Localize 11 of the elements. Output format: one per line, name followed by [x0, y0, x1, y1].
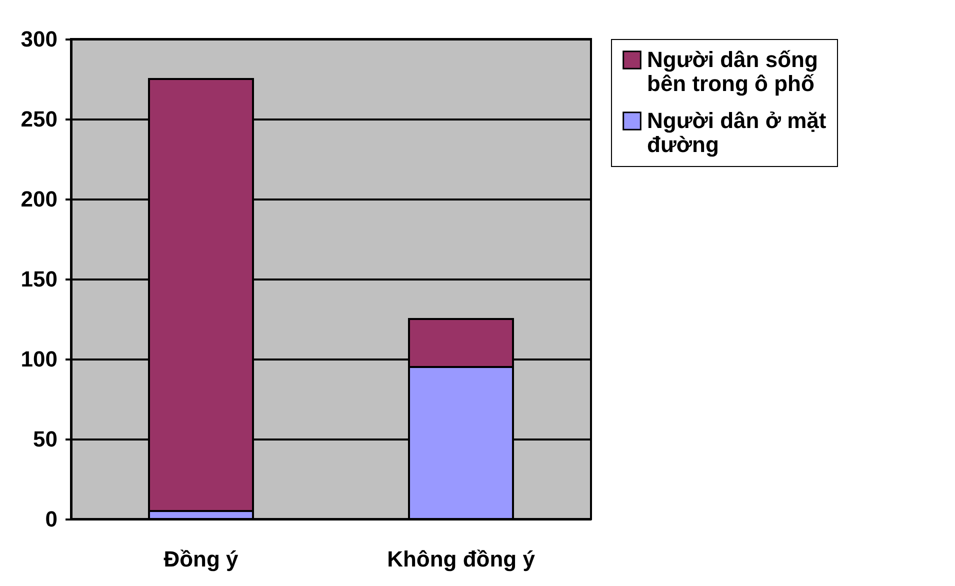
- y-tick-label: 50: [33, 426, 58, 452]
- y-tick-label: 150: [20, 266, 58, 292]
- y-tick-label: 100: [20, 346, 58, 372]
- y-tick-label: 0: [45, 506, 58, 532]
- x-tick-label: Không đồng ý: [387, 546, 536, 572]
- legend-label: Người dân sống bên trong ô phố: [647, 47, 818, 96]
- y-tick-label: 300: [20, 26, 58, 52]
- legend-label: Người dân ở mặt đường: [647, 108, 827, 157]
- x-tick-label: Đồng ý: [164, 546, 240, 572]
- y-tick-label: 250: [20, 106, 58, 132]
- y-tick-label: 200: [20, 186, 58, 212]
